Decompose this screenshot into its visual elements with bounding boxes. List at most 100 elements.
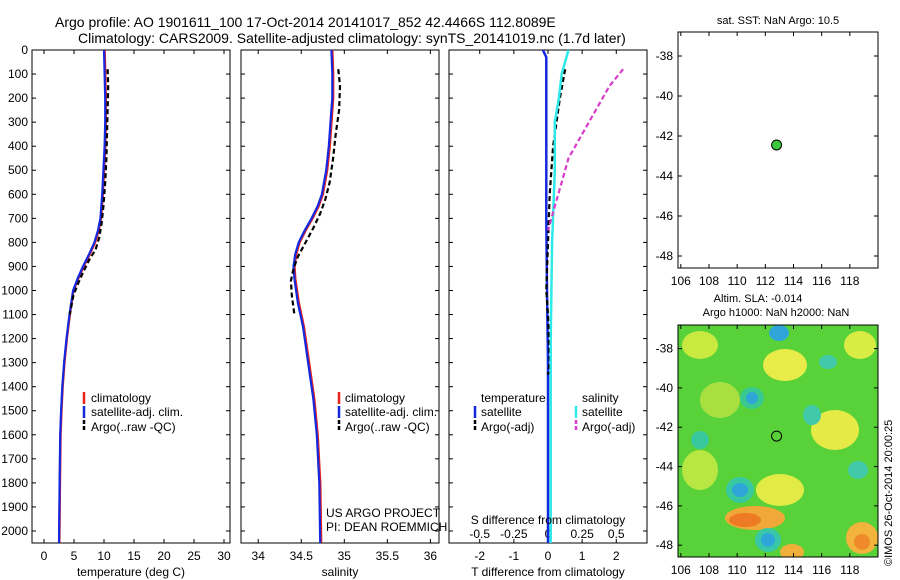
s-difference-label: S difference from climatology bbox=[471, 513, 626, 527]
map-x-tick-label: 114 bbox=[784, 274, 803, 288]
difference-panel: -2 -1 0 1 2 -0.5 -0.25 0 0.25 0.5 S difference f… bbox=[448, 49, 648, 579]
depth-tick-label: 1200 bbox=[1, 332, 28, 346]
sla-heatmap bbox=[678, 325, 878, 557]
legend-t-satellite-label: satellite bbox=[481, 405, 522, 419]
x-tick-label: 20 bbox=[157, 549, 171, 563]
map-y-tick-label: -48 bbox=[656, 249, 674, 263]
legend-climatology-label: climatology bbox=[345, 391, 405, 405]
series-satellite-adj-clim--line bbox=[57, 50, 107, 543]
map-y-tick-label: -38 bbox=[656, 49, 674, 63]
x-tick-label: 34 bbox=[252, 549, 266, 563]
depth-tick-label: 1300 bbox=[1, 356, 28, 370]
legend-s-satellite-label: satellite bbox=[582, 405, 623, 419]
salinity-legend: climatology satellite-adj. clim. Argo(..… bbox=[337, 391, 437, 434]
depth-axis: 0 100 200 300 400 500 600 700 800 900 1000 1100 1200… bbox=[1, 43, 230, 538]
temperature-xlabel: temperature (deg C) bbox=[77, 565, 185, 579]
map-x-tick-label: 108 bbox=[699, 274, 719, 288]
x-tick-label: 0 bbox=[41, 549, 48, 563]
salinity-plot-frame bbox=[240, 49, 440, 544]
s-diff-tick-label: -0.5 bbox=[469, 527, 490, 541]
series-climatology-line bbox=[58, 50, 108, 543]
sla-heatmap-features bbox=[682, 325, 878, 557]
salinity-series bbox=[289, 50, 342, 543]
x-tick-label: 5 bbox=[71, 549, 78, 563]
map-x-tick-label: 108 bbox=[699, 563, 719, 577]
sst-map-title: sat. SST: NaN Argo: 10.5 bbox=[717, 15, 839, 27]
depth-tick-label: 0 bbox=[21, 43, 28, 57]
sla-map-axes: 106 108 110 112 114 116 118 -38 -40 -42 -44 -46 -48 bbox=[656, 325, 878, 577]
x-tick-label: 0 bbox=[545, 549, 552, 563]
difference-series bbox=[541, 50, 624, 543]
map-x-tick-label: 110 bbox=[728, 274, 747, 288]
sst-map-axes: 106 108 110 112 114 116 118 -38 -40 -42 -44 -46 -48 bbox=[656, 32, 878, 288]
sla-patch bbox=[854, 534, 870, 550]
x-tick-label: -1 bbox=[509, 549, 520, 563]
salinity-axis-ticks bbox=[241, 49, 439, 532]
depth-tick-label: 1700 bbox=[1, 452, 28, 466]
series-argo-raw-qc--line bbox=[68, 69, 110, 315]
sst-map-marks bbox=[771, 139, 783, 151]
salinity-x-axis: 34 34.5 35 35.5 36 bbox=[252, 50, 437, 563]
map-y-tick-label: -42 bbox=[656, 420, 674, 434]
sla-map-title-line2: Argo h1000: NaN h2000: NaN bbox=[703, 307, 850, 319]
map-x-tick-label: 106 bbox=[671, 274, 691, 288]
s-diff-tick-label: 0.25 bbox=[570, 527, 594, 541]
series-argo-raw-qc--line bbox=[289, 69, 342, 315]
legend-argo-label: Argo(..raw -QC) bbox=[91, 420, 176, 434]
map-x-tick-label: 106 bbox=[671, 563, 691, 577]
map-x-tick-label: 110 bbox=[728, 563, 747, 577]
map-x-tick-label: 118 bbox=[840, 563, 859, 577]
x-tick-label: 10 bbox=[97, 549, 111, 563]
x-tick-label: 34.5 bbox=[290, 549, 314, 563]
s-diff-tick-label: 0.5 bbox=[608, 527, 625, 541]
difference-legend: temperature satellite Argo(-adj) salinit… bbox=[473, 391, 635, 434]
sla-patch bbox=[763, 349, 807, 381]
map-x-tick-label: 114 bbox=[784, 563, 803, 577]
salinity-xlabel: salinity bbox=[322, 565, 359, 579]
depth-tick-label: 300 bbox=[8, 115, 28, 129]
map-y-tick-label: -40 bbox=[656, 89, 674, 103]
map-x-tick-label: 112 bbox=[756, 563, 775, 577]
depth-tick-label: 900 bbox=[8, 259, 28, 273]
depth-tick-label: 1600 bbox=[1, 428, 28, 442]
argo-location-marker bbox=[771, 430, 783, 442]
x-tick-label: 1 bbox=[579, 549, 586, 563]
depth-tick-label: 800 bbox=[8, 235, 28, 249]
x-tick-label: 25 bbox=[187, 549, 201, 563]
sla-map-marks bbox=[771, 430, 783, 442]
map-y-tick-label: -38 bbox=[656, 342, 674, 356]
difference-axis-ticks bbox=[449, 49, 647, 532]
depth-tick-label: 1400 bbox=[1, 380, 28, 394]
sla-patch bbox=[682, 450, 718, 490]
series-satellite-adj-clim--line bbox=[292, 50, 334, 543]
sla-patch bbox=[756, 474, 804, 506]
map-y-tick-label: -46 bbox=[656, 209, 674, 223]
temperature-legend: climatology satellite-adj. clim. Argo(..… bbox=[82, 391, 183, 434]
map-x-tick-label: 112 bbox=[756, 274, 775, 288]
depth-tick-label: 700 bbox=[8, 211, 28, 225]
depth-tick-label: 2000 bbox=[1, 524, 28, 538]
temperature-series bbox=[57, 50, 110, 543]
map-x-tick-label: 116 bbox=[812, 274, 831, 288]
legend-s-argo-label: Argo(-adj) bbox=[582, 420, 635, 434]
depth-tick-label: 400 bbox=[8, 139, 28, 153]
legend-satellite-label: satellite-adj. clim. bbox=[345, 405, 437, 419]
temperature-x-axis: 0 5 10 15 20 25 30 bbox=[41, 50, 231, 563]
x-tick-label: 2 bbox=[613, 549, 620, 563]
temperature-plot-frame bbox=[31, 49, 231, 544]
sla-patch bbox=[761, 533, 775, 547]
depth-tick-label: 600 bbox=[8, 187, 28, 201]
sla-patch bbox=[848, 461, 868, 479]
salinity-panel: 34 34.5 35 35.5 36 salinity climatology sate… bbox=[240, 49, 447, 579]
depth-tick-label: 1900 bbox=[1, 500, 28, 514]
sla-patch bbox=[803, 405, 821, 425]
imos-timestamp: ©IMOS 26-Oct-2014 20:00:25 bbox=[883, 420, 895, 566]
project-annotation-line1: US ARGO PROJECT bbox=[326, 506, 441, 520]
sla-patch bbox=[780, 544, 804, 557]
map-y-tick-label: -44 bbox=[656, 169, 674, 183]
depth-tick-label: 1000 bbox=[1, 283, 28, 297]
sla-patch bbox=[844, 331, 876, 359]
sla-patch bbox=[732, 483, 748, 497]
map-y-tick-label: -44 bbox=[656, 460, 674, 474]
